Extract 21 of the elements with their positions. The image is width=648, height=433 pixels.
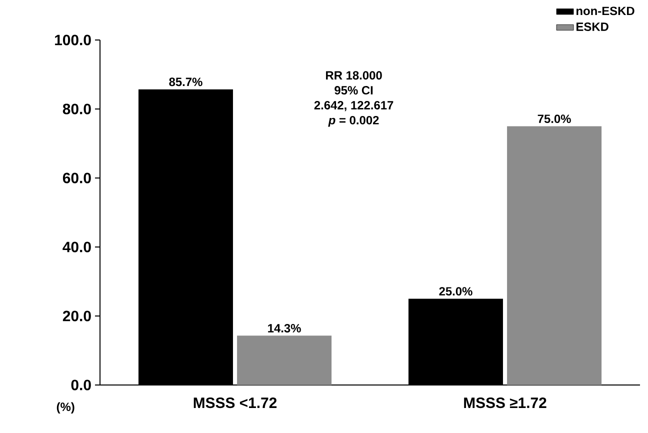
y-tick-label: 100.0 — [55, 34, 91, 46]
annotation: 2.642, 122.617 — [314, 101, 394, 112]
annotation: 95% CI — [334, 86, 373, 95]
legend-label: ESKD — [576, 22, 608, 31]
x-tick-label: MSSS <1.72 — [194, 398, 277, 408]
data-label: 25.0% — [439, 287, 472, 296]
y-tick-label: 60.0 — [62, 172, 91, 184]
bar — [237, 336, 332, 385]
bar — [507, 126, 602, 385]
y-tick-label: 20.0 — [62, 310, 91, 322]
data-label: 85.7% — [169, 78, 202, 86]
x-tick-label: MSSS ≥1.72 — [464, 398, 546, 408]
data-label: 75.0% — [538, 114, 571, 124]
y-tick-label: 0.0 — [71, 380, 91, 390]
y-tick-label: 40.0 — [62, 242, 91, 252]
y-axis-title: (%) — [56, 402, 74, 414]
data-label: 14.3% — [268, 324, 301, 332]
annotation: RR 18.000 — [326, 71, 382, 80]
legend-label: non-ESKD — [576, 6, 634, 16]
annotation: p = 0.002 — [328, 116, 379, 127]
y-tick-label: 80.0 — [62, 104, 91, 114]
